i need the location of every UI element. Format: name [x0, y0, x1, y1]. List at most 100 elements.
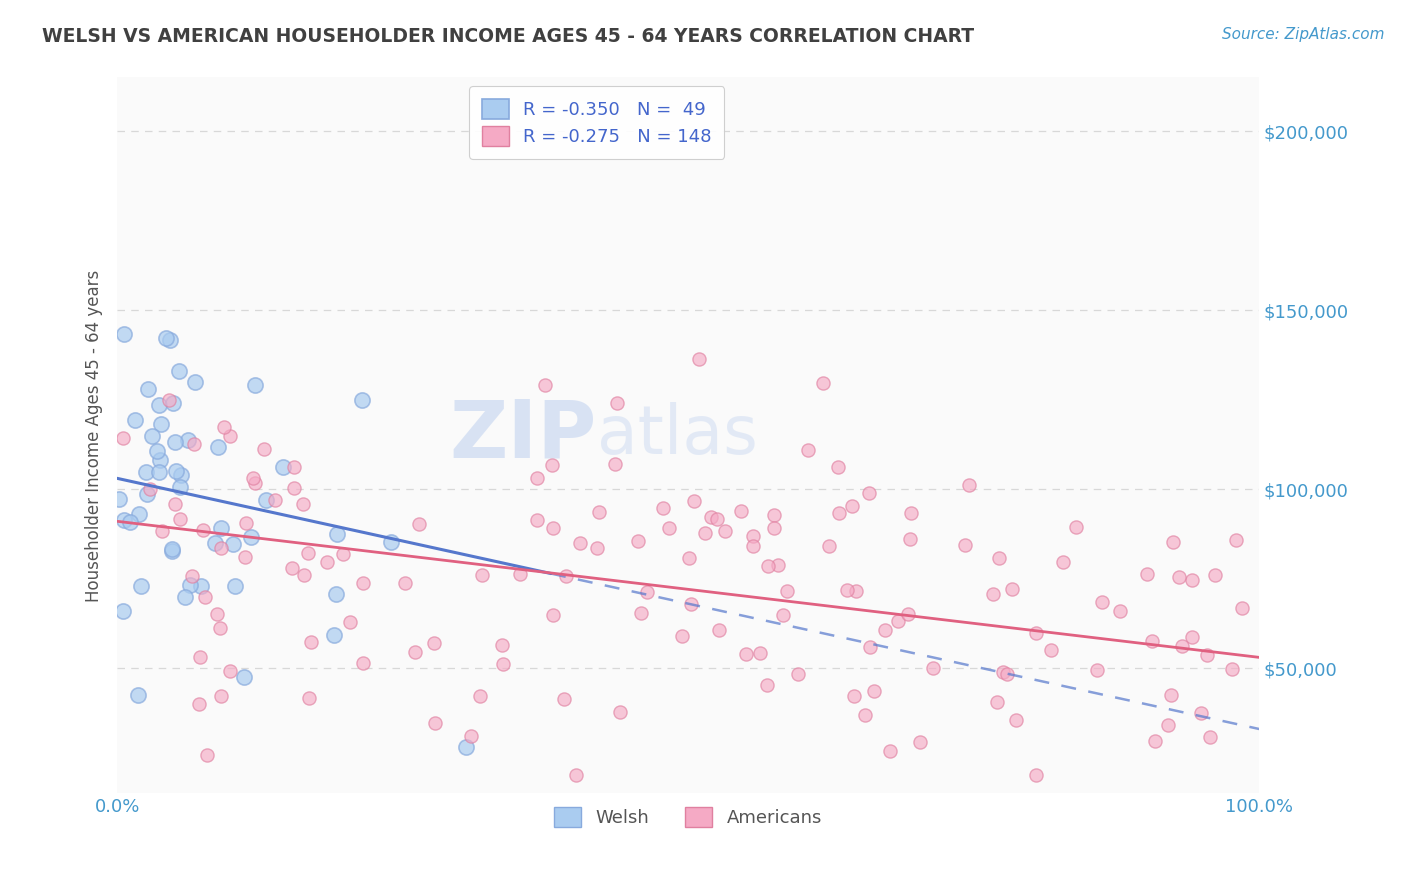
- Point: [811, 376, 834, 390]
- Point: [1004, 713, 1026, 727]
- Point: [683, 494, 706, 508]
- Text: Source: ZipAtlas.com: Source: ZipAtlas.com: [1222, 27, 1385, 42]
- Point: [219, 429, 242, 443]
- Point: [127, 688, 149, 702]
- Point: [190, 579, 212, 593]
- Point: [173, 591, 195, 605]
- Point: [957, 478, 980, 492]
- Point: [188, 697, 211, 711]
- Point: [394, 576, 416, 591]
- Point: [350, 393, 373, 408]
- Point: [408, 516, 430, 531]
- Point: [150, 417, 173, 432]
- Point: [1225, 533, 1247, 547]
- Point: [136, 382, 159, 396]
- Point: [148, 399, 170, 413]
- Point: [741, 529, 763, 543]
- Point: [129, 579, 152, 593]
- Point: [763, 508, 786, 522]
- Point: [1144, 734, 1167, 748]
- Point: [1001, 582, 1024, 596]
- Point: [423, 636, 446, 650]
- Point: [898, 532, 921, 546]
- Point: [586, 541, 609, 556]
- Point: [588, 505, 610, 519]
- Point: [787, 667, 810, 681]
- Point: [1204, 567, 1226, 582]
- Point: [955, 538, 977, 552]
- Point: [606, 396, 628, 410]
- Point: [1064, 520, 1087, 534]
- Point: [222, 537, 245, 551]
- Point: [742, 539, 765, 553]
- Point: [264, 492, 287, 507]
- Point: [1156, 718, 1178, 732]
- Point: [471, 568, 494, 582]
- Point: [1171, 640, 1194, 654]
- Point: [169, 512, 191, 526]
- Point: [887, 614, 910, 628]
- Point: [1198, 730, 1220, 744]
- Point: [995, 667, 1018, 681]
- Point: [209, 521, 232, 535]
- Point: [245, 378, 267, 392]
- Point: [987, 551, 1010, 566]
- Point: [841, 499, 863, 513]
- Point: [1087, 663, 1109, 677]
- Point: [128, 508, 150, 522]
- Point: [139, 483, 162, 497]
- Point: [776, 583, 799, 598]
- Point: [322, 628, 344, 642]
- Point: [283, 459, 305, 474]
- Point: [404, 645, 426, 659]
- Point: [299, 635, 322, 649]
- Point: [678, 551, 700, 566]
- Point: [922, 661, 945, 675]
- Point: [756, 678, 779, 692]
- Point: [425, 716, 447, 731]
- Point: [627, 533, 650, 548]
- Point: [991, 665, 1014, 680]
- Point: [707, 624, 730, 638]
- Point: [297, 691, 319, 706]
- Point: [491, 638, 513, 652]
- Point: [167, 364, 190, 378]
- Point: [183, 437, 205, 451]
- Point: [316, 555, 339, 569]
- Point: [188, 650, 211, 665]
- Point: [828, 506, 851, 520]
- Point: [233, 549, 256, 564]
- Point: [554, 569, 576, 583]
- Point: [1181, 630, 1204, 644]
- Point: [148, 465, 170, 479]
- Point: [208, 621, 231, 635]
- Text: WELSH VS AMERICAN HOUSEHOLDER INCOME AGES 45 - 64 YEARS CORRELATION CHART: WELSH VS AMERICAN HOUSEHOLDER INCOME AGE…: [42, 27, 974, 45]
- Point: [297, 546, 319, 560]
- Point: [541, 458, 564, 473]
- Point: [1136, 567, 1159, 582]
- Point: [858, 485, 880, 500]
- Point: [541, 607, 564, 622]
- Point: [526, 513, 548, 527]
- Point: [630, 607, 652, 621]
- Point: [135, 487, 157, 501]
- Point: [141, 429, 163, 443]
- Point: [837, 582, 859, 597]
- Point: [1181, 574, 1204, 588]
- Point: [1189, 706, 1212, 721]
- Point: [1160, 688, 1182, 702]
- Point: [1167, 570, 1189, 584]
- Point: [254, 492, 277, 507]
- Point: [766, 558, 789, 572]
- Text: atlas: atlas: [596, 402, 758, 468]
- Point: [679, 597, 702, 611]
- Point: [900, 506, 922, 520]
- Point: [749, 646, 772, 660]
- Point: [1197, 648, 1219, 663]
- Point: [910, 734, 932, 748]
- Point: [207, 440, 229, 454]
- Point: [875, 623, 897, 637]
- Point: [135, 465, 157, 479]
- Point: [273, 460, 295, 475]
- Point: [380, 535, 402, 549]
